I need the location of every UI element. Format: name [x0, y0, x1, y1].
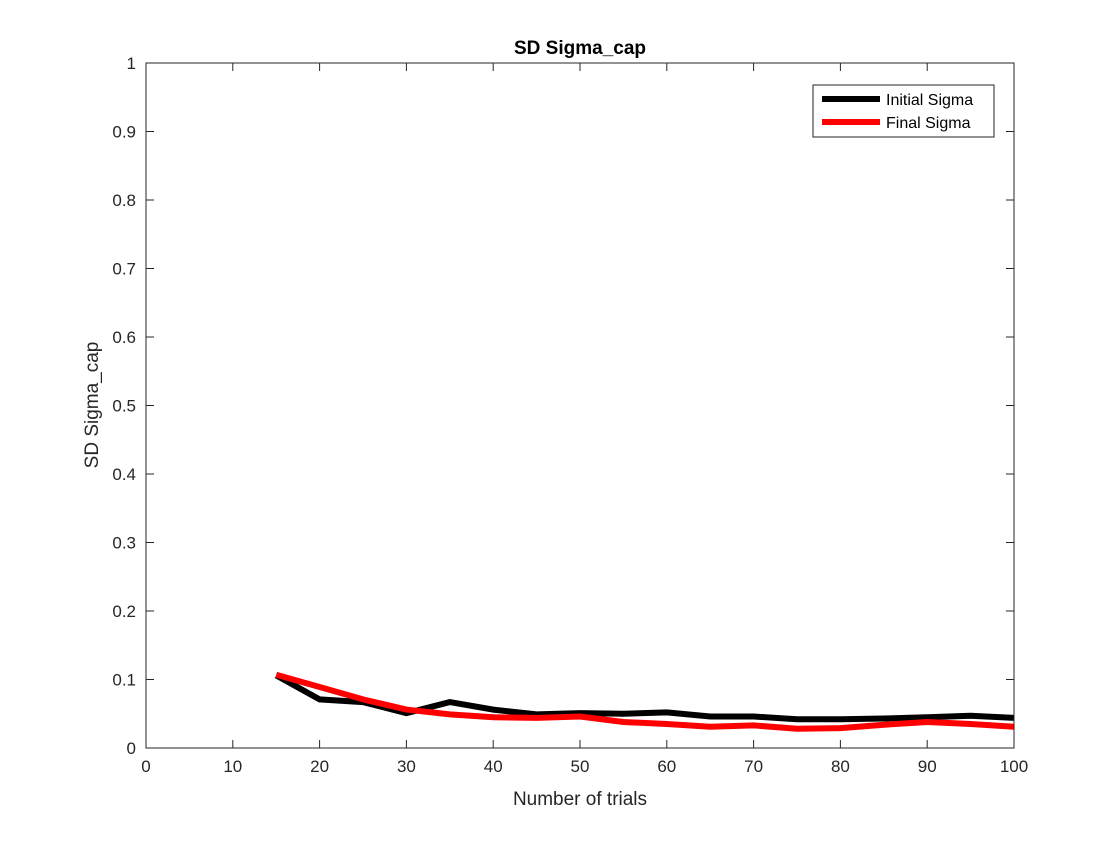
x-tick-label: 80	[831, 757, 850, 776]
x-tick-label: 10	[223, 757, 242, 776]
legend-label-final-sigma: Final Sigma	[886, 115, 971, 132]
x-tick-label: 20	[310, 757, 329, 776]
y-tick-label: 0.5	[112, 397, 136, 416]
y-tick-label: 0.4	[112, 465, 136, 484]
x-tick-label: 30	[397, 757, 416, 776]
y-tick-label: 1	[127, 54, 136, 73]
x-tick-label: 0	[141, 757, 150, 776]
y-tick-label: 0.6	[112, 328, 136, 347]
y-tick-label: 0.2	[112, 602, 136, 621]
legend: Initial Sigma Final Sigma	[813, 85, 994, 137]
x-tick-label: 70	[744, 757, 763, 776]
x-tick-label: 40	[484, 757, 503, 776]
y-tick-label: 0.9	[112, 123, 136, 142]
y-tick-label: 0.8	[112, 191, 136, 210]
y-tick-label: 0.3	[112, 534, 136, 553]
y-tick-label: 0.7	[112, 260, 136, 279]
plot-area	[146, 63, 1014, 748]
x-axis-label: Number of trials	[513, 789, 647, 810]
legend-label-initial-sigma: Initial Sigma	[886, 92, 973, 109]
x-tick-label: 60	[657, 757, 676, 776]
y-tick-label: 0	[127, 739, 136, 758]
x-tick-label: 90	[918, 757, 937, 776]
y-tick-label: 0.1	[112, 671, 136, 690]
x-tick-label: 50	[571, 757, 590, 776]
chart-title: SD Sigma_cap	[514, 38, 646, 59]
x-tick-label: 100	[1000, 757, 1028, 776]
y-axis-label: SD Sigma_cap	[82, 342, 103, 469]
